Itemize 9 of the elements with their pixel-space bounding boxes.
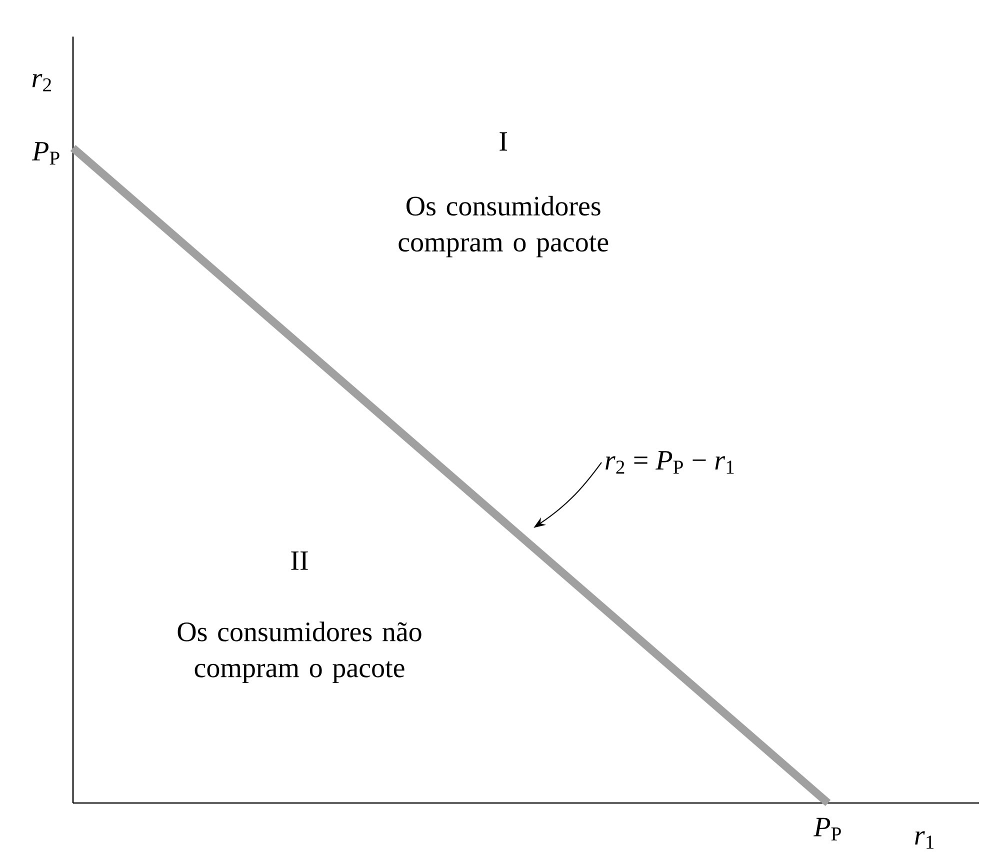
annotation: II bbox=[291, 551, 308, 570]
annotation: Os consumidores compram o pacote bbox=[398, 196, 608, 258]
annotation: r$_{2}$ = P$_{P}$ − r$_{1}$ bbox=[606, 451, 734, 474]
text: P$_{P}$ bbox=[814, 818, 841, 840]
x-axis-title: r$_{1}$ bbox=[915, 831, 934, 849]
y-axis-title: r$_{2}$ bbox=[32, 74, 51, 92]
annotation: I bbox=[500, 132, 508, 151]
annotation: Os consumidores não compram o pacote bbox=[178, 622, 422, 684]
annotation: P$_{P}$ bbox=[32, 142, 60, 165]
